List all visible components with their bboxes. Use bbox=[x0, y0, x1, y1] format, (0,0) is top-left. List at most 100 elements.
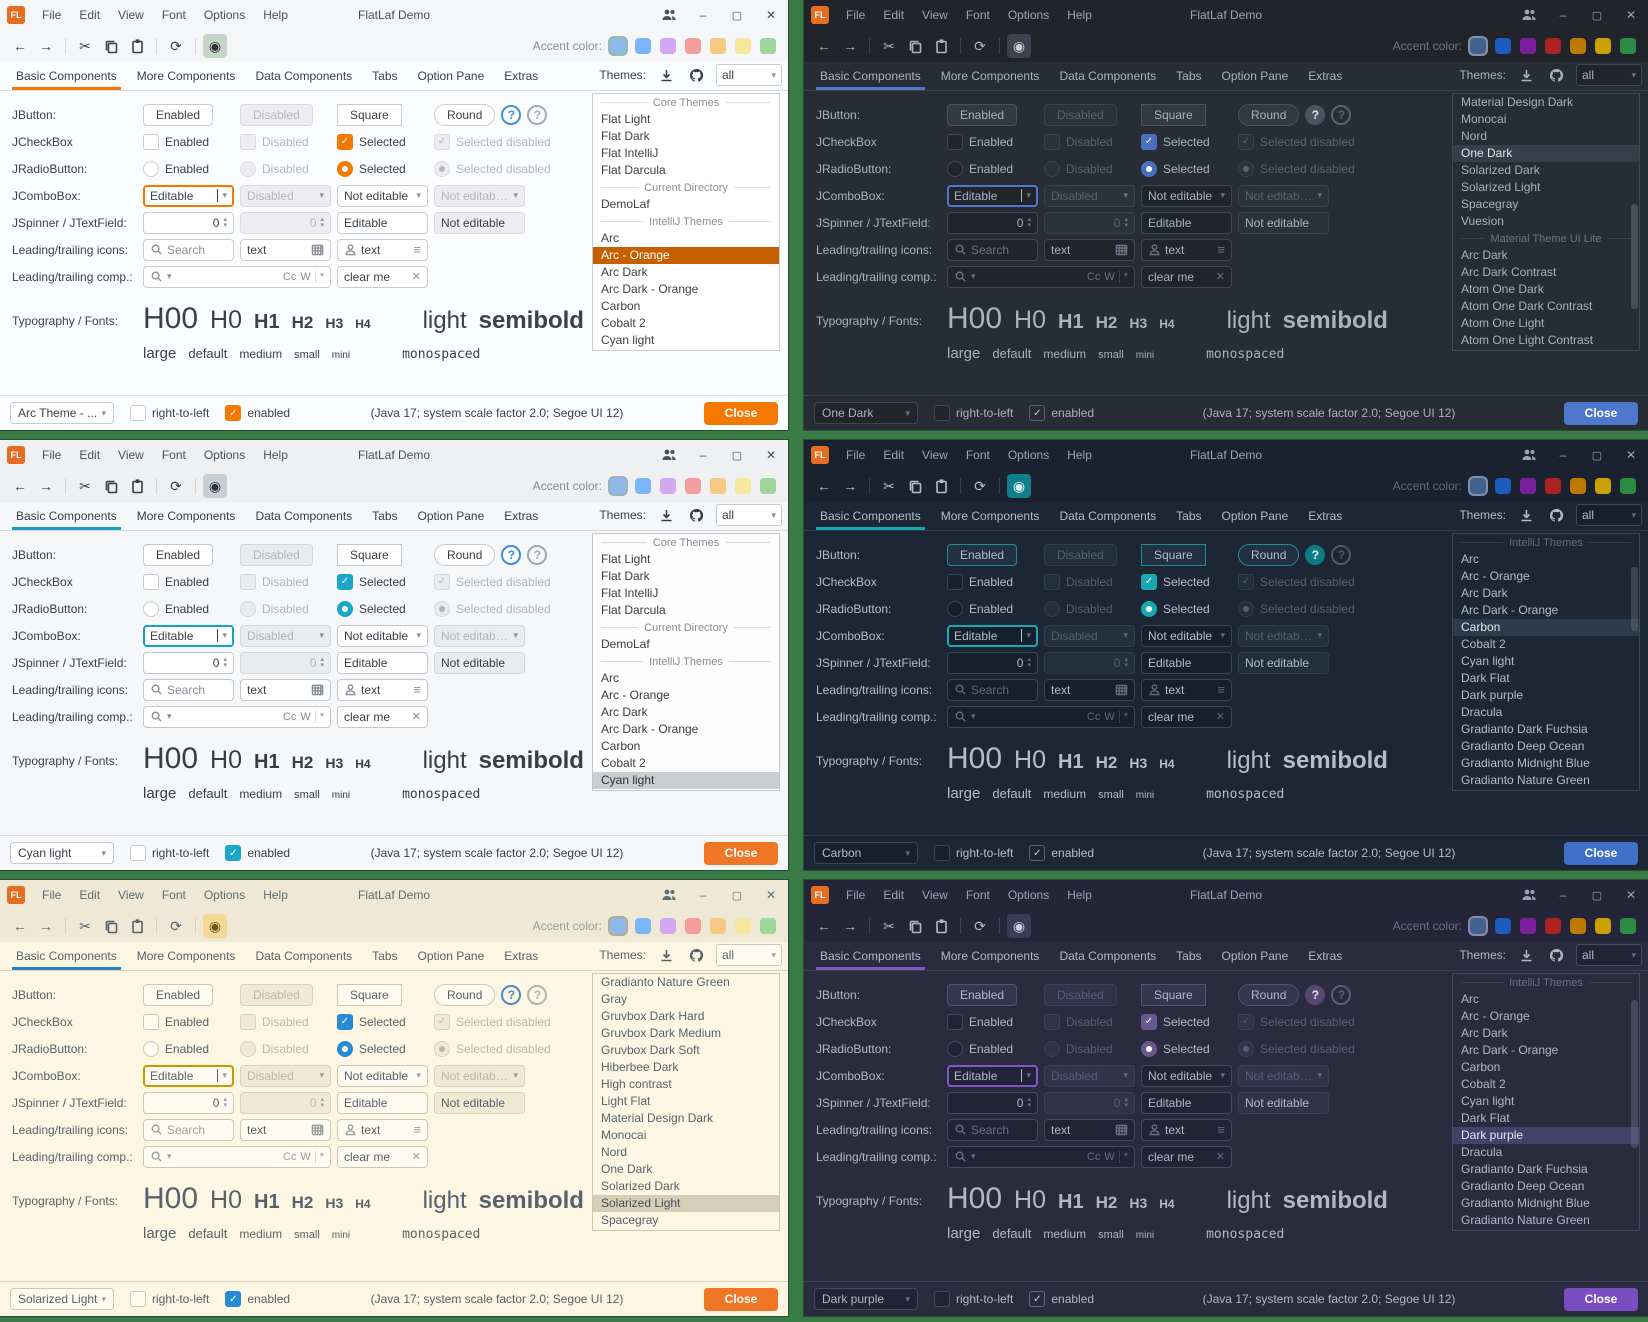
cut-icon[interactable]: ✂ bbox=[883, 37, 895, 54]
refresh-icon[interactable]: ⟳ bbox=[170, 37, 182, 54]
titlebar[interactable]: FL FlatLaf Demo File Edit View Font Opti… bbox=[804, 440, 1648, 470]
accent-swatch[interactable] bbox=[635, 478, 651, 494]
menu-edit[interactable]: Edit bbox=[883, 8, 905, 22]
spinner[interactable]: 0 ▴ ▾ bbox=[947, 211, 1038, 234]
tab-tabs[interactable]: Tabs bbox=[1176, 509, 1202, 523]
accent-swatch[interactable] bbox=[1595, 478, 1611, 494]
paste-icon[interactable] bbox=[125, 474, 149, 498]
maximize-button[interactable]: ▢ bbox=[731, 889, 743, 902]
chevron-down-icon[interactable]: ▾ bbox=[971, 711, 976, 721]
square-button[interactable]: Square bbox=[337, 543, 402, 566]
right-to-left-checkbox[interactable] bbox=[130, 405, 146, 421]
back-icon[interactable]: ← bbox=[13, 38, 27, 54]
theme-list-item[interactable]: Gradianto Dark Fuchsia bbox=[1461, 1162, 1588, 1176]
forward-icon[interactable]: → bbox=[39, 918, 53, 934]
tab-extras[interactable]: Extras bbox=[504, 509, 539, 523]
close-button[interactable]: Close bbox=[1564, 841, 1638, 865]
accent-swatch[interactable] bbox=[1620, 38, 1636, 54]
close-button[interactable]: Close bbox=[704, 1287, 778, 1311]
theme-list-item[interactable]: Cyan light bbox=[593, 772, 779, 789]
paste-icon[interactable] bbox=[125, 34, 149, 58]
accent-swatch[interactable] bbox=[1520, 918, 1536, 934]
menu-file[interactable]: File bbox=[846, 8, 866, 22]
tab-more-components[interactable]: More Components bbox=[136, 949, 236, 963]
whole-words-icon[interactable]: W bbox=[1104, 710, 1115, 723]
accent-swatch[interactable] bbox=[660, 478, 676, 494]
accent-swatch[interactable] bbox=[760, 478, 776, 494]
search-with-options-input[interactable]: ▾ Cc W * bbox=[947, 265, 1135, 288]
user-input[interactable]: text ≡ bbox=[1141, 678, 1232, 701]
close-window-button[interactable]: ✕ bbox=[765, 888, 777, 902]
theme-combobox[interactable]: Solarized Light ▾ bbox=[10, 1288, 114, 1310]
theme-combobox[interactable]: Arc Theme - ... ▾ bbox=[10, 402, 114, 424]
titlebar[interactable]: FL FlatLaf Demo File Edit View Font Opti… bbox=[0, 880, 788, 910]
theme-list-item[interactable]: Carbon bbox=[601, 299, 641, 313]
accent-swatch[interactable] bbox=[710, 478, 726, 494]
menu-options[interactable]: Options bbox=[203, 448, 246, 462]
radio-enabled[interactable] bbox=[143, 160, 159, 177]
theme-list-item[interactable]: Carbon bbox=[1453, 619, 1639, 636]
menu-options[interactable]: Options bbox=[1007, 888, 1050, 902]
combobox-not-editable[interactable]: Not editable ▾ bbox=[337, 1064, 428, 1087]
tab-more-components[interactable]: More Components bbox=[940, 949, 1040, 963]
clear-me-input[interactable]: clear me ✕ bbox=[1141, 705, 1232, 728]
tab-option-pane[interactable]: Option Pane bbox=[417, 949, 485, 963]
theme-list-item[interactable]: Flat Darcula bbox=[601, 603, 666, 617]
tab-more-components[interactable]: More Components bbox=[136, 509, 236, 523]
themes-filter-combobox[interactable]: all ▾ bbox=[716, 504, 782, 526]
clear-me-input[interactable]: clear me ✕ bbox=[1141, 265, 1232, 288]
square-button[interactable]: Square bbox=[337, 983, 402, 1006]
cut-icon[interactable]: ✂ bbox=[79, 477, 91, 494]
paste-icon[interactable] bbox=[929, 474, 953, 498]
themes-list[interactable]: Core Themes Flat Light Flat Dark Flat Intel… bbox=[592, 93, 780, 351]
theme-list-item[interactable]: Atom One Dark Contrast bbox=[1461, 299, 1593, 313]
themes-filter-combobox[interactable]: all ▾ bbox=[1576, 504, 1642, 526]
themes-list[interactable]: Gradianto Nature Green Gray Gruvbox Dark H… bbox=[592, 973, 780, 1231]
refresh-icon[interactable]: ⟳ bbox=[170, 917, 182, 934]
theme-combobox[interactable]: Cyan light ▾ bbox=[10, 842, 114, 864]
round-button[interactable]: Round bbox=[1238, 103, 1300, 126]
accent-swatch[interactable] bbox=[610, 38, 626, 54]
radio-selected[interactable] bbox=[1141, 160, 1157, 177]
search-with-options-input[interactable]: ▾ Cc W * bbox=[947, 705, 1135, 728]
help-button[interactable]: ? bbox=[1305, 984, 1326, 1005]
refresh-icon[interactable]: ⟳ bbox=[974, 917, 986, 934]
menu-font[interactable]: Font bbox=[965, 448, 990, 462]
square-button[interactable]: Square bbox=[1141, 103, 1206, 126]
list-icon[interactable]: ≡ bbox=[413, 1122, 421, 1137]
whole-words-icon[interactable]: W bbox=[300, 270, 311, 283]
spinner-arrows-icon[interactable]: ▴ ▾ bbox=[223, 1095, 227, 1109]
themes-filter-combobox[interactable]: all ▾ bbox=[1576, 64, 1642, 86]
theme-list-item[interactable]: Arc bbox=[601, 671, 619, 685]
accent-swatch[interactable] bbox=[685, 478, 701, 494]
user-input[interactable]: text ≡ bbox=[1141, 238, 1232, 261]
themes-filter-combobox[interactable]: all ▾ bbox=[716, 944, 782, 966]
forward-icon[interactable]: → bbox=[39, 478, 53, 494]
tab-data-components[interactable]: Data Components bbox=[255, 69, 353, 83]
checkbox-selected[interactable]: ✓ bbox=[1141, 573, 1157, 590]
menu-help[interactable]: Help bbox=[263, 888, 288, 902]
tab-tabs[interactable]: Tabs bbox=[372, 69, 398, 83]
round-button[interactable]: Round bbox=[434, 983, 496, 1006]
refresh-icon[interactable]: ⟳ bbox=[974, 37, 986, 54]
chevron-down-icon[interactable]: ▾ bbox=[167, 711, 172, 721]
checkbox-enabled[interactable] bbox=[947, 133, 963, 150]
search-input[interactable]: Search bbox=[143, 238, 234, 261]
help-button[interactable]: ? bbox=[501, 984, 522, 1005]
download-icon[interactable] bbox=[656, 945, 676, 965]
combobox-not-editable[interactable]: Not editable ▾ bbox=[337, 184, 428, 207]
theme-list-item[interactable]: Dark Flat bbox=[1461, 1111, 1510, 1125]
back-icon[interactable]: ← bbox=[817, 918, 831, 934]
close-button[interactable]: Close bbox=[704, 841, 778, 865]
theme-list-item[interactable]: Arc Dark bbox=[1461, 586, 1508, 600]
menu-font[interactable]: Font bbox=[161, 888, 186, 902]
theme-list-item[interactable]: Arc Dark - Orange bbox=[1461, 603, 1559, 617]
tab-option-pane[interactable]: Option Pane bbox=[417, 509, 485, 523]
menu-help[interactable]: Help bbox=[1067, 888, 1092, 902]
theme-list-item[interactable]: Atom One Light Contrast bbox=[1461, 333, 1594, 347]
themes-filter-combobox[interactable]: all ▾ bbox=[716, 64, 782, 86]
enabled-checkbox[interactable]: ✓ bbox=[225, 845, 242, 861]
download-icon[interactable] bbox=[656, 505, 676, 525]
theme-list-item[interactable]: Gradianto Nature Green bbox=[1461, 1213, 1590, 1227]
combobox-not-editable[interactable]: Not editable ▾ bbox=[1141, 184, 1232, 207]
